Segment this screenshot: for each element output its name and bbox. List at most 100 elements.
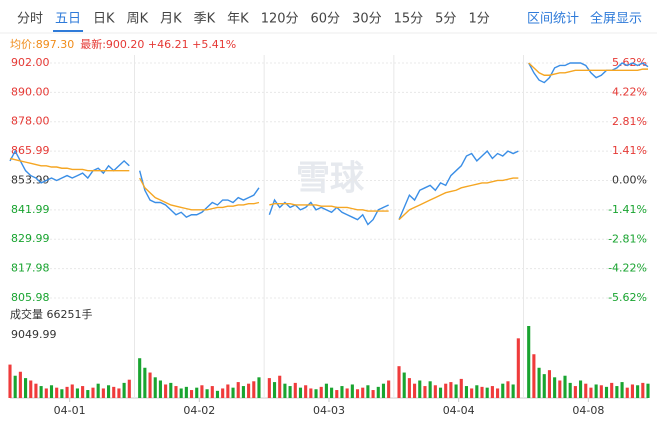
volume-bar bbox=[470, 388, 474, 398]
volume-bar bbox=[272, 382, 277, 398]
toolbar-link[interactable]: 全屏显示 bbox=[590, 11, 642, 27]
volume-title: 成交量 66251手 bbox=[10, 307, 93, 321]
volume-bar bbox=[516, 338, 520, 398]
volume-bar bbox=[106, 385, 111, 398]
volume-bar bbox=[501, 383, 505, 398]
tab[interactable]: 季K bbox=[194, 12, 216, 27]
tab[interactable]: 日K bbox=[93, 12, 115, 27]
y2-tick-label: -5.62% bbox=[608, 291, 647, 304]
volume-bar bbox=[164, 384, 168, 398]
volume-bar bbox=[537, 367, 541, 398]
volume-bar bbox=[428, 381, 432, 398]
volume-bar bbox=[542, 374, 546, 398]
volume-bar bbox=[44, 388, 48, 398]
y-tick-label: 890.00 bbox=[11, 85, 50, 98]
volume-bar bbox=[221, 388, 225, 398]
volume-bar bbox=[81, 386, 85, 398]
volume-bar bbox=[625, 387, 629, 398]
volume-bar bbox=[184, 386, 188, 398]
price-line bbox=[9, 157, 130, 172]
tab[interactable]: 月K bbox=[160, 12, 182, 27]
volume-bar bbox=[413, 383, 417, 398]
volume-bar bbox=[210, 386, 214, 398]
volume-bar bbox=[278, 375, 282, 398]
volume-bar bbox=[293, 382, 297, 398]
volume-bar bbox=[345, 388, 349, 398]
volume-bar bbox=[127, 379, 131, 398]
tab[interactable]: 15分 bbox=[394, 12, 424, 27]
tab[interactable]: 周K bbox=[127, 12, 149, 27]
volume-bar bbox=[527, 326, 531, 398]
y-tick-label: 829.99 bbox=[11, 232, 50, 245]
volume-bar bbox=[397, 366, 401, 398]
volume-bar bbox=[288, 386, 292, 398]
volume-bar bbox=[480, 386, 484, 398]
volume-bar bbox=[532, 354, 536, 398]
tab[interactable]: 五日 bbox=[55, 12, 81, 27]
x-tick-label: 04-04 bbox=[443, 404, 475, 417]
volume-bar bbox=[298, 387, 303, 398]
volume-bar bbox=[355, 389, 360, 398]
volume-bar bbox=[475, 385, 479, 398]
volume-bar bbox=[122, 382, 126, 398]
volume-tick-label: 9049.99 bbox=[11, 328, 57, 341]
tab[interactable]: 1分 bbox=[468, 12, 489, 27]
tab[interactable]: 120分 bbox=[261, 12, 299, 27]
tab[interactable]: 年K bbox=[227, 12, 249, 27]
x-tick-label: 04-03 bbox=[313, 404, 345, 417]
y-tick-label: 865.99 bbox=[11, 144, 50, 157]
toolbar-link[interactable]: 区间统计 bbox=[527, 12, 579, 27]
volume-bar bbox=[615, 386, 619, 398]
volume-bar bbox=[630, 384, 634, 398]
volume-bar bbox=[366, 385, 370, 398]
y2-tick-label: 0.00% bbox=[612, 174, 647, 187]
price-line bbox=[398, 150, 519, 220]
volume-bar bbox=[454, 384, 458, 398]
price-line bbox=[269, 203, 389, 212]
volume-bar bbox=[558, 380, 562, 398]
volume-bar bbox=[547, 370, 552, 398]
volume-bar bbox=[449, 382, 453, 398]
volume-bar bbox=[70, 384, 74, 398]
volume-bar bbox=[584, 383, 588, 398]
volume-bar bbox=[444, 383, 448, 398]
volume-bar bbox=[112, 386, 116, 398]
y2-tick-label: 1.41% bbox=[612, 144, 647, 157]
tab[interactable]: 分时 bbox=[17, 12, 43, 27]
volume-bar bbox=[153, 377, 157, 398]
y-tick-label: 805.98 bbox=[11, 291, 50, 304]
y2-tick-label: -2.81% bbox=[608, 232, 647, 245]
volume-bar bbox=[371, 390, 375, 398]
y-tick-label: 841.99 bbox=[11, 203, 50, 216]
price-line bbox=[528, 62, 649, 84]
volume-bar bbox=[309, 388, 313, 398]
price-line bbox=[138, 170, 260, 219]
volume-bar bbox=[511, 384, 515, 398]
volume-bar bbox=[236, 382, 240, 398]
volume-bar bbox=[29, 380, 33, 398]
volume-bar bbox=[267, 378, 271, 398]
volume-bar bbox=[506, 381, 510, 398]
volume-bar bbox=[340, 386, 344, 398]
volume-bar bbox=[283, 383, 287, 398]
price-line bbox=[528, 62, 648, 76]
volume-bar bbox=[91, 387, 95, 398]
tab[interactable]: 60分 bbox=[311, 12, 341, 27]
price-line bbox=[398, 177, 519, 221]
volume-bar bbox=[55, 387, 59, 398]
volume-bar bbox=[241, 386, 245, 398]
y-tick-label: 878.00 bbox=[11, 115, 50, 128]
volume-bar bbox=[589, 387, 593, 398]
y2-tick-label: -4.22% bbox=[608, 262, 647, 275]
tab[interactable]: 30分 bbox=[352, 12, 382, 27]
volume-bar bbox=[438, 387, 443, 398]
volume-bar bbox=[361, 387, 365, 398]
volume-bar bbox=[226, 384, 230, 398]
tab[interactable]: 5分 bbox=[435, 12, 456, 27]
avg-price: 均价:897.30 bbox=[10, 38, 74, 51]
volume-bar bbox=[459, 378, 463, 398]
volume-bar bbox=[563, 375, 567, 398]
volume-bar bbox=[86, 390, 90, 398]
volume-bar bbox=[179, 388, 183, 398]
volume-bar bbox=[257, 377, 261, 398]
